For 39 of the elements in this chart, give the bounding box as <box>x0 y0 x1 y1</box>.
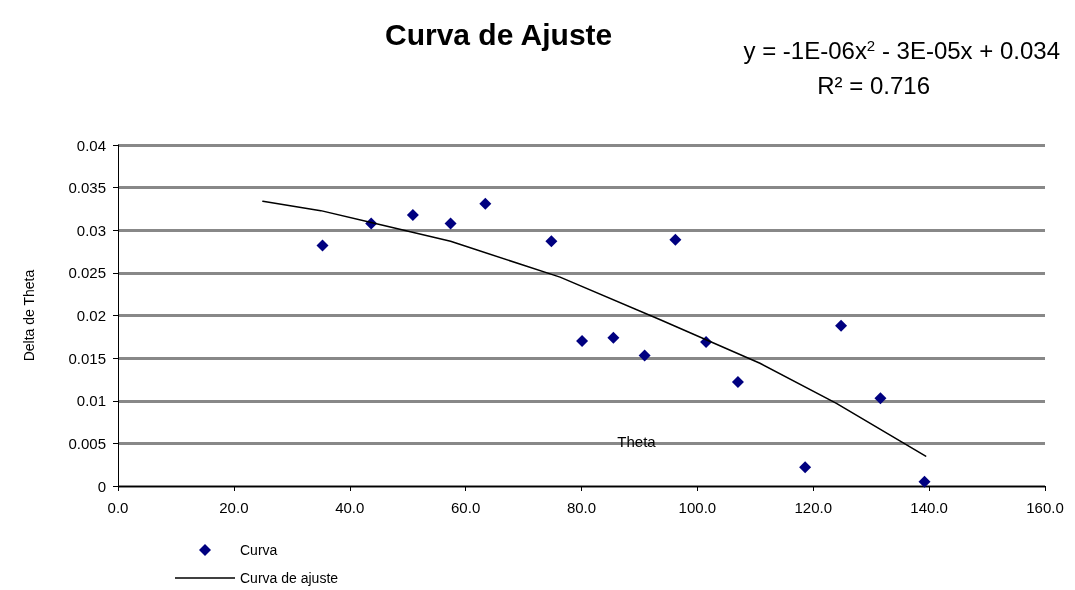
point <box>545 235 558 248</box>
y-axis-title: Delta de Theta <box>21 269 37 362</box>
point <box>835 319 848 332</box>
y-tick-label: 0.035 <box>68 179 106 197</box>
x-tick-label: 160.0 <box>1026 499 1064 516</box>
point <box>316 239 329 252</box>
y-tick-label: 0.015 <box>68 349 106 367</box>
x-tick-label: 120.0 <box>794 499 833 516</box>
x-tick-label: 60.0 <box>451 499 481 516</box>
point <box>479 197 492 210</box>
x-tick-label: 80.0 <box>566 499 597 516</box>
point <box>576 335 589 348</box>
x-tick-label: 40.0 <box>335 499 365 516</box>
legend-label: Curva de ajuste <box>240 570 339 586</box>
y-tick-label: 0.01 <box>76 392 106 410</box>
x-tick-label: 0.0 <box>107 499 129 516</box>
y-tick-label: 0.005 <box>68 434 106 452</box>
point <box>406 208 419 221</box>
y-tick-label: 0.02 <box>76 307 106 324</box>
y-tick-label: 0.04 <box>76 136 106 154</box>
y-tick-label: 0.03 <box>76 221 106 239</box>
x-tick-label: 20.0 <box>219 499 249 516</box>
x-tick-label: 140.0 <box>910 499 948 516</box>
legend-label: Curva <box>240 542 278 558</box>
point <box>669 233 682 246</box>
x-axis-title: Theta <box>617 433 657 450</box>
y-tick-label: 0.025 <box>68 264 106 282</box>
x-tick-label: 100.0 <box>678 499 717 516</box>
point <box>444 217 457 230</box>
point <box>874 392 887 405</box>
point <box>638 349 651 362</box>
chart-title: Curva de Ajuste <box>385 17 613 51</box>
point <box>799 461 812 474</box>
point <box>918 475 931 488</box>
text: R² = 0.716 <box>817 71 930 99</box>
point <box>607 331 620 344</box>
line-series <box>262 200 927 457</box>
y-tick-label: 0 <box>97 477 106 495</box>
point <box>731 375 744 388</box>
